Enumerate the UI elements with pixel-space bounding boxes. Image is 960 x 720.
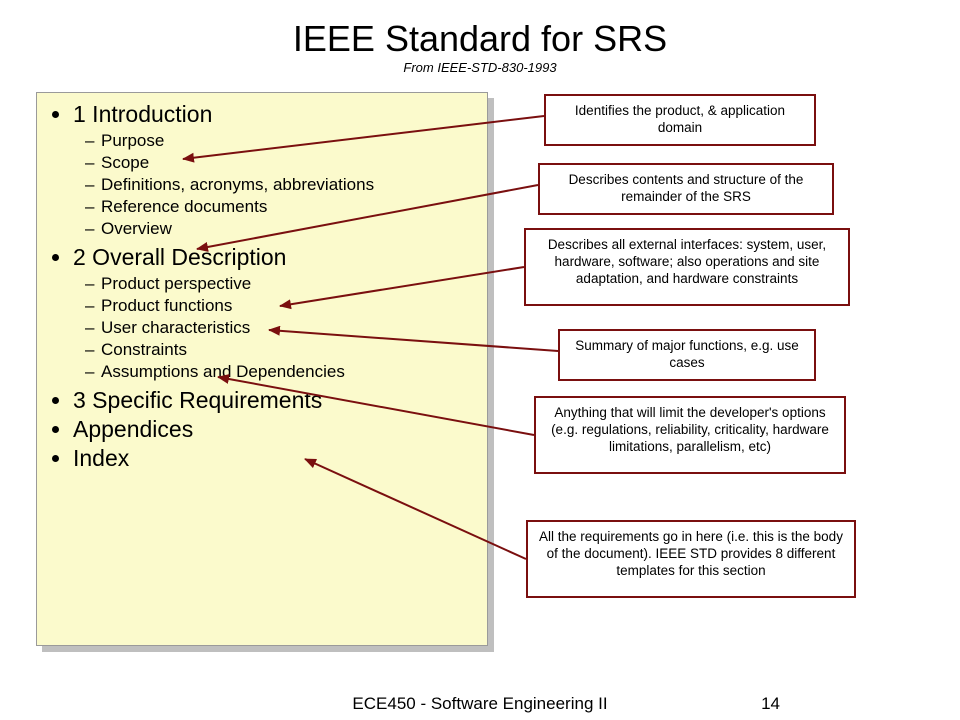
outline-subitem: Product perspective — [101, 273, 477, 295]
callout-box: Identifies the product, & application do… — [544, 94, 816, 146]
callout-box: Summary of major functions, e.g. use cas… — [558, 329, 816, 381]
outline-sublist: PurposeScopeDefinitions, acronyms, abbre… — [73, 130, 477, 240]
outline-item: 2 Overall Description Product perspective… — [73, 244, 477, 383]
outline-panel: 1 Introduction PurposeScopeDefinitions, a… — [36, 92, 488, 646]
slide-subtitle: From IEEE-STD-830-1993 — [0, 60, 960, 75]
outline-item: 3 Specific Requirements — [73, 387, 477, 414]
outline-subitem: Purpose — [101, 130, 477, 152]
outline-sublist: Product perspectiveProduct functionsUser… — [73, 273, 477, 383]
slide-number: 14 — [761, 694, 780, 714]
outline-subitem: Overview — [101, 218, 477, 240]
outline-subitem: User characteristics — [101, 317, 477, 339]
outline-item-label: Appendices — [73, 416, 193, 442]
outline-subitem: Scope — [101, 152, 477, 174]
outline-list: 1 Introduction PurposeScopeDefinitions, a… — [47, 101, 477, 472]
outline-item: Appendices — [73, 416, 477, 443]
outline-subitem: Constraints — [101, 339, 477, 361]
callout-box: Describes contents and structure of the … — [538, 163, 834, 215]
outline-item-label: 1 Introduction — [73, 101, 212, 127]
slide-footer: ECE450 - Software Engineering II — [0, 694, 960, 714]
panel-body: 1 Introduction PurposeScopeDefinitions, a… — [36, 92, 488, 646]
callout-box: Anything that will limit the developer's… — [534, 396, 846, 474]
outline-subitem: Reference documents — [101, 196, 477, 218]
callout-box: Describes all external interfaces: syste… — [524, 228, 850, 306]
outline-item: Index — [73, 445, 477, 472]
outline-item-label: Index — [73, 445, 129, 471]
outline-subitem: Product functions — [101, 295, 477, 317]
callout-box: All the requirements go in here (i.e. th… — [526, 520, 856, 598]
slide-title: IEEE Standard for SRS — [0, 18, 960, 60]
outline-item-label: 2 Overall Description — [73, 244, 286, 270]
outline-item: 1 Introduction PurposeScopeDefinitions, a… — [73, 101, 477, 240]
outline-subitem: Definitions, acronyms, abbreviations — [101, 174, 477, 196]
outline-subitem: Assumptions and Dependencies — [101, 361, 477, 383]
outline-item-label: 3 Specific Requirements — [73, 387, 322, 413]
